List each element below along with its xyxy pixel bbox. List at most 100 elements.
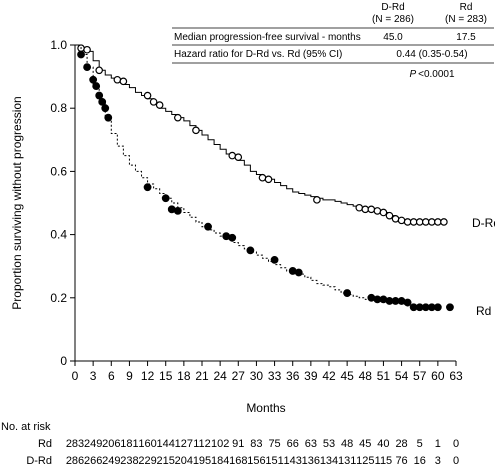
table-row-hazard-label: Hazard ratio for D-Rd vs. Rd (95% CI) bbox=[174, 49, 342, 60]
at-risk-counts-rd: 283 249 206 181 160 144 127 112 102 91 83 75 66 63 53 4… bbox=[66, 438, 459, 450]
censor-marker-rd bbox=[270, 255, 279, 264]
at-risk-count-rd: 91 bbox=[232, 438, 244, 450]
table-col-header-1-line2: (N = 286) bbox=[372, 14, 414, 25]
censor-marker-drd bbox=[385, 211, 394, 220]
at-risk-count-drd: 134 bbox=[320, 455, 338, 467]
censor-marker-drd bbox=[361, 205, 370, 214]
at-risk-count-drd: 76 bbox=[395, 455, 407, 467]
at-risk-count-drd: 16 bbox=[414, 455, 426, 467]
censor-marker-rd bbox=[77, 50, 85, 59]
censor-marker-rd bbox=[204, 222, 212, 231]
x-ticks: 0 3 6 9 12 15 18 21 24 27 30 33 36 39 42 45 48 51 54 57 60 63 bbox=[72, 361, 463, 383]
censor-marker-drd bbox=[409, 218, 418, 226]
x-tick-label: 45 bbox=[340, 369, 354, 383]
series-label-rd: Rd bbox=[476, 304, 491, 318]
at-risk-count-rd: 75 bbox=[268, 438, 280, 450]
censor-marker-drd bbox=[313, 196, 321, 204]
at-risk-count-drd: 204 bbox=[175, 455, 193, 467]
censor-marker-rd bbox=[161, 194, 170, 203]
at-risk-count-rd: 48 bbox=[341, 438, 353, 450]
at-risk-count-rd: 144 bbox=[157, 438, 175, 450]
at-risk-count-rd: 40 bbox=[377, 438, 389, 450]
at-risk-count-drd: 168 bbox=[229, 455, 247, 467]
censor-marker-rd bbox=[246, 246, 255, 255]
curve-rd bbox=[75, 44, 438, 310]
censor-marker-drd bbox=[83, 45, 91, 54]
survival-curves bbox=[75, 44, 454, 312]
x-tick-label: 57 bbox=[413, 369, 427, 383]
censor-marker-rd bbox=[403, 298, 412, 307]
x-tick-label: 24 bbox=[213, 369, 227, 383]
censor-marker-drd bbox=[113, 75, 122, 84]
at-risk-row-label-rd: Rd bbox=[38, 438, 52, 450]
y-tick-label: 0 bbox=[60, 354, 67, 368]
at-risk-count-drd: 131 bbox=[338, 455, 356, 467]
censor-marker-drd bbox=[258, 173, 267, 182]
x-tick-label: 15 bbox=[159, 369, 173, 383]
at-risk-count-rd: 45 bbox=[359, 438, 371, 450]
x-tick-label: 3 bbox=[90, 369, 97, 383]
censor-marker-drd bbox=[192, 126, 200, 135]
at-risk-count-rd: 5 bbox=[417, 438, 423, 450]
x-tick-label: 48 bbox=[359, 369, 373, 383]
censor-marker-drd bbox=[174, 113, 182, 122]
at-risk-table: No. at risk Rd D-Rd 283 249 206 181 160 144 12… bbox=[1, 421, 459, 467]
censor-marker-rd bbox=[89, 75, 98, 84]
p-label: P bbox=[409, 69, 416, 80]
censor-marker-drd bbox=[434, 218, 442, 226]
at-risk-count-rd: 66 bbox=[287, 438, 299, 450]
x-tick-label: 18 bbox=[177, 369, 191, 383]
y-tick-label: 0.4 bbox=[50, 228, 67, 242]
censor-marker-drd bbox=[373, 207, 382, 215]
at-risk-count-rd: 181 bbox=[120, 438, 138, 450]
x-tick-label: 9 bbox=[126, 369, 133, 383]
at-risk-count-rd: 206 bbox=[102, 438, 120, 450]
y-tick-label: 0.2 bbox=[50, 291, 67, 305]
summary-table: D-Rd (N = 286) Rd (N = 283) Median progr… bbox=[172, 2, 494, 80]
plot-axes: 00.20.40.60.81.0 0 3 6 9 12 15 18 21 24 27 30 33 36 3… bbox=[50, 38, 463, 383]
censor-marker-drd bbox=[421, 218, 430, 226]
censor-marker-rd bbox=[83, 63, 91, 72]
at-risk-count-rd: 249 bbox=[84, 438, 102, 450]
at-risk-count-rd: 102 bbox=[211, 438, 229, 450]
at-risk-title: No. at risk bbox=[1, 421, 51, 433]
censor-marker-rd bbox=[433, 303, 442, 312]
censor-marker-drd bbox=[391, 215, 400, 223]
table-col-header-1-line1: D-Rd bbox=[381, 2, 404, 13]
censor-marker-rd bbox=[143, 183, 152, 192]
at-risk-count-rd: 53 bbox=[323, 438, 335, 450]
curve-drd bbox=[75, 44, 438, 223]
censor-marker-drd bbox=[428, 218, 436, 226]
at-risk-count-rd: 83 bbox=[250, 438, 262, 450]
at-risk-count-drd: 249 bbox=[102, 455, 120, 467]
table-col-header-2-line1: Rd bbox=[460, 2, 473, 13]
censor-marker-drd bbox=[95, 66, 103, 75]
table-row-hazard-value: 0.44 (0.35-0.54) bbox=[396, 49, 467, 60]
censor-marker-drd bbox=[415, 218, 424, 226]
y-axis-title: Proportion surviving without progression bbox=[10, 96, 24, 309]
at-risk-count-rd: 112 bbox=[193, 438, 211, 450]
x-tick-label: 6 bbox=[108, 369, 115, 383]
at-risk-count-drd: 215 bbox=[157, 455, 175, 467]
at-risk-count-drd: 266 bbox=[84, 455, 102, 467]
at-risk-count-rd: 127 bbox=[175, 438, 193, 450]
x-tick-label: 63 bbox=[449, 369, 463, 383]
censor-marker-drd bbox=[228, 151, 237, 160]
at-risk-count-drd: 136 bbox=[302, 455, 320, 467]
censor-marker-drd bbox=[397, 216, 406, 225]
at-risk-count-rd: 28 bbox=[395, 438, 407, 450]
p-number: <0.0001 bbox=[418, 69, 455, 80]
censor-marker-drd bbox=[355, 203, 364, 212]
at-risk-count-drd: 3 bbox=[435, 455, 441, 467]
censor-marker-rd bbox=[173, 206, 182, 215]
series-label-drd: D-Rd bbox=[472, 216, 495, 230]
at-risk-count-drd: 151 bbox=[265, 455, 283, 467]
censor-marker-drd bbox=[440, 218, 448, 226]
at-risk-count-drd: 195 bbox=[193, 455, 211, 467]
at-risk-count-drd: 238 bbox=[120, 455, 138, 467]
censor-marker-drd bbox=[264, 175, 273, 184]
x-tick-label: 39 bbox=[304, 369, 318, 383]
censor-marker-rd bbox=[95, 91, 104, 100]
at-risk-count-rd: 160 bbox=[138, 438, 156, 450]
censor-marker-rd bbox=[294, 268, 303, 277]
